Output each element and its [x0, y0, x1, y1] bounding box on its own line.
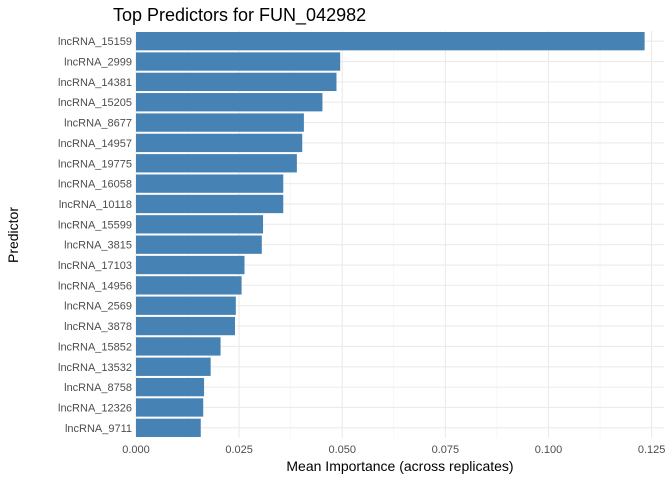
bar-lncRNA_15159 — [136, 32, 645, 51]
x-tick-label: 0.075 — [432, 444, 460, 456]
x-tick-label: 0.125 — [638, 444, 666, 456]
grid-lines — [135, 31, 664, 438]
bar-lncRNA_15205 — [136, 93, 323, 112]
y-tick-label: lncRNA_14956 — [58, 280, 132, 292]
bar-lncRNA_14956 — [136, 276, 242, 295]
bar-lncRNA_14381 — [136, 72, 337, 92]
y-tick-label: lncRNA_3815 — [64, 240, 132, 252]
y-tick-label: lncRNA_17103 — [58, 260, 132, 272]
y-tick-label: lncRNA_14381 — [58, 77, 132, 89]
y-tick-label: lncRNA_9711 — [65, 423, 132, 435]
bar-lncRNA_16058 — [136, 174, 284, 193]
bar-lncRNA_8758 — [136, 377, 205, 397]
bar-lncRNA_2999 — [136, 52, 341, 71]
x-tick-label: 0.000 — [122, 444, 150, 456]
y-tick-label: lncRNA_15852 — [58, 341, 132, 353]
bar-lncRNA_14957 — [136, 133, 303, 153]
x-tick-label: 0.025 — [225, 444, 253, 456]
bar-lncRNA_17103 — [136, 255, 245, 275]
y-tick-label: lncRNA_10118 — [59, 199, 132, 211]
x-tick-label: 0.100 — [535, 444, 563, 456]
y-tick-label: lncRNA_15205 — [58, 97, 132, 109]
bar-lncRNA_19775 — [136, 154, 297, 173]
y-tick-label: lncRNA_13532 — [58, 362, 132, 374]
y-tick-label: lncRNA_16058 — [58, 179, 132, 191]
y-axis-title: Predictor — [5, 207, 21, 263]
bar-lncRNA_9711 — [136, 418, 201, 437]
y-tick-label: lncRNA_8677 — [64, 118, 132, 130]
bar-lncRNA_15852 — [136, 337, 221, 356]
y-tick-label: lncRNA_19775 — [58, 158, 132, 170]
bar-lncRNA_15599 — [136, 215, 264, 234]
y-tick-label: lncRNA_12326 — [58, 402, 132, 414]
bar-lncRNA_12326 — [136, 398, 204, 417]
y-tick-label: lncRNA_14957 — [58, 138, 132, 150]
y-tick-label: lncRNA_3878 — [64, 321, 132, 333]
y-tick-label: lncRNA_8758 — [64, 382, 132, 394]
x-axis-title: Mean Importance (across replicates) — [286, 458, 513, 474]
bars-group — [136, 32, 645, 437]
bar-lncRNA_10118 — [136, 194, 284, 214]
x-tick-label: 0.050 — [328, 444, 356, 456]
y-tick-label: lncRNA_15599 — [58, 219, 132, 231]
bar-lncRNA_2569 — [136, 296, 236, 315]
x-tick-labels: 0.000 0.025 0.050 0.075 0.100 0.125 — [122, 444, 665, 456]
chart-title: Top Predictors for FUN_042982 — [113, 5, 366, 26]
bar-lncRNA_3815 — [136, 235, 262, 254]
y-tick-label: lncRNA_15159 — [58, 36, 132, 48]
bar-lncRNA_8677 — [136, 113, 304, 132]
bar-lncRNA_13532 — [136, 357, 211, 376]
bar-lncRNA_3878 — [136, 316, 235, 336]
y-tick-label: lncRNA_2569 — [64, 301, 132, 313]
y-tick-labels: lncRNA_15159 lncRNA_2999 lncRNA_14381 lncRN… — [58, 36, 132, 435]
y-tick-label: lncRNA_2999 — [64, 57, 132, 69]
